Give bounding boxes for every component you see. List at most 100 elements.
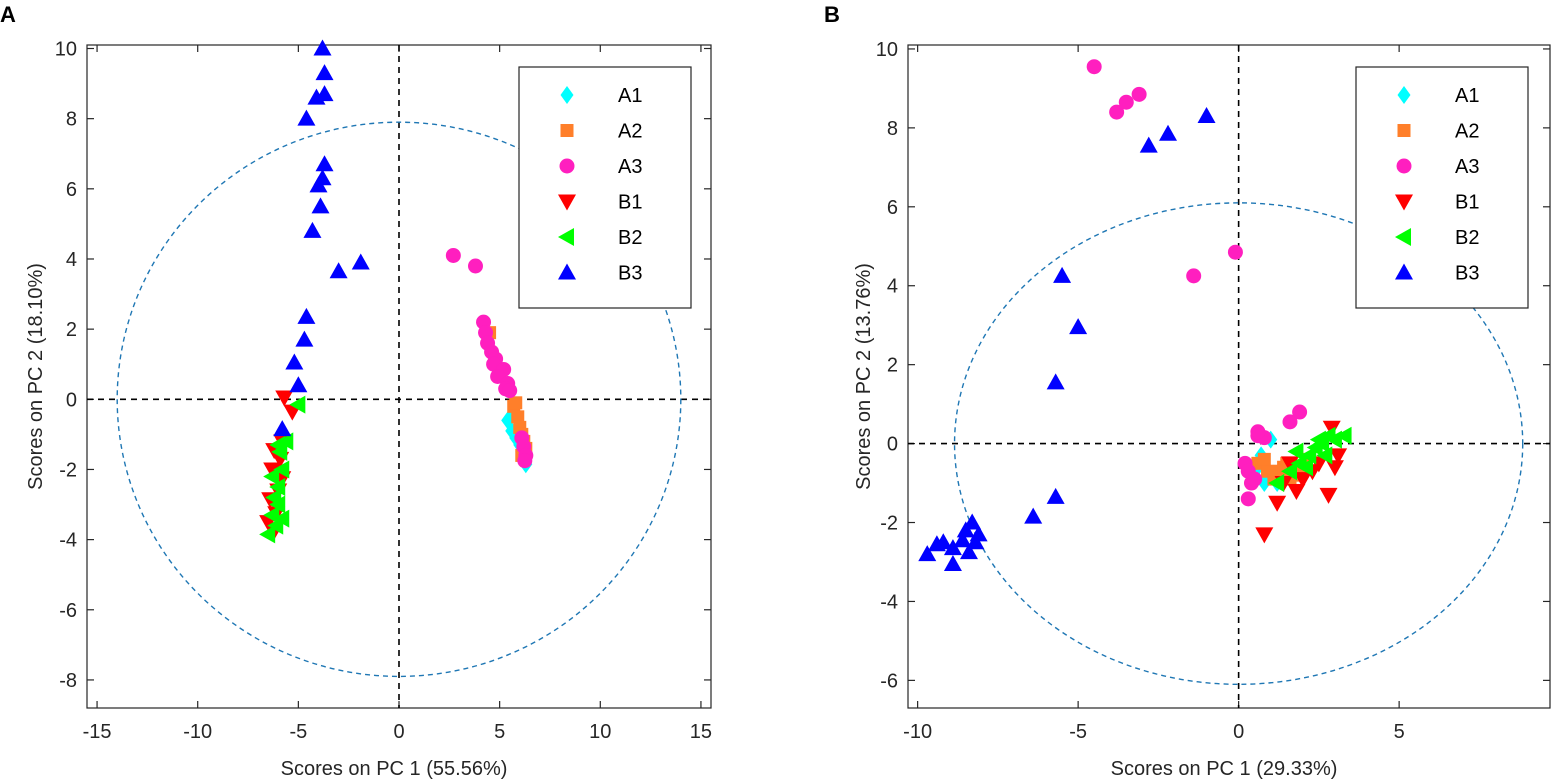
- panel-a-legend-marker-a1: [560, 86, 574, 104]
- panel-b-legend: A1 A2 A3 B1 B2 B3: [1355, 66, 1529, 309]
- panel-a-y-tick-label: -8: [59, 670, 77, 692]
- panel-b-point-b3: [918, 545, 937, 562]
- panel-a-point-b2: [273, 460, 290, 479]
- panel-a-point-b2: [277, 432, 294, 451]
- panel-b-legend-marker-b1: [1395, 194, 1413, 211]
- panel-a-point-b2: [263, 467, 280, 486]
- panel-b-point-b3: [959, 543, 978, 560]
- panel-a-point-b3: [315, 64, 334, 81]
- panel-a-y-tick-label: 10: [55, 39, 77, 61]
- panel-a-point-a3: [445, 247, 461, 263]
- panel-b-point-b3: [1197, 107, 1216, 124]
- panel-b-point-a2: [1257, 452, 1271, 466]
- panel-b-point-b1: [1325, 460, 1344, 477]
- panel-b-point-b1: [1319, 487, 1338, 504]
- panel-b-x-tick-label: 0: [1233, 721, 1244, 743]
- panel-a-x-tick-label: 5: [494, 721, 505, 743]
- panel-b-point-b3: [1139, 136, 1158, 153]
- panel-b-point-b2: [1316, 446, 1333, 465]
- panel-a-series-b3: [273, 39, 370, 437]
- panel-a-legend-label-a2: A2: [618, 121, 642, 143]
- panel-a-y-tick-label: 0: [66, 389, 77, 411]
- panel-a-y-tick-label: 2: [66, 319, 77, 341]
- panel-a-y-axis-label: Scores on PC 2 (18.10%): [25, 263, 47, 490]
- panel-b-x-axis-label: Scores on PC 1 (29.33%): [1111, 758, 1338, 780]
- panel-b-point-b1: [1329, 448, 1348, 465]
- panel-b-series-a3: [1086, 59, 1308, 507]
- panel-b-point-b3: [953, 531, 972, 548]
- panel-a-legend-marker-b2: [558, 228, 574, 246]
- panel-b-point-b3: [1053, 266, 1072, 283]
- panel-b-point-b1: [1280, 456, 1299, 473]
- panel-b-point-b3: [1159, 124, 1178, 141]
- panel-b-point-a3: [1247, 471, 1263, 487]
- panel-a-point-b3: [285, 353, 304, 370]
- panel-b-legend-marker-b2: [1395, 228, 1411, 246]
- panel-a-x-axis-label: Scores on PC 1 (55.56%): [281, 758, 508, 780]
- panel-a-point-b2: [289, 395, 306, 414]
- panel-b-point-b3: [943, 554, 962, 571]
- panel-b-point-a3: [1186, 268, 1202, 284]
- panel-b-legend-marker-b3: [1395, 263, 1413, 280]
- panel-a-point-b1: [275, 390, 294, 407]
- panel-b-y-axis-label: Scores on PC 2 (13.76%): [853, 263, 875, 490]
- panel-a-x-tick-label: -5: [289, 721, 307, 743]
- panel-b-point-b2: [1280, 462, 1297, 481]
- panel-b-point-a3: [1118, 94, 1134, 110]
- panel-a-point-a3: [502, 383, 518, 399]
- panel-b-series-b2: [1268, 426, 1352, 493]
- panel-b-point-b3: [943, 539, 962, 556]
- panel-a-series-a3: [445, 247, 534, 469]
- panel-b-point-b1: [1255, 527, 1274, 544]
- panel-b-legend-label-a3: A3: [1455, 156, 1479, 178]
- panel-a-legend-label-b3: B3: [618, 263, 642, 285]
- panel-a-point-b3: [307, 88, 326, 105]
- panel-b-point-a3: [1227, 244, 1243, 260]
- panel-b-legend-label-a1: A1: [1455, 85, 1479, 107]
- panel-b-legend-label-b2: B2: [1455, 227, 1479, 249]
- panel-a-point-b3: [297, 109, 316, 126]
- panel-b-legend-marker-a3: [1396, 158, 1412, 174]
- panel-a-point-b2: [269, 478, 286, 496]
- panel-a-point-a3: [517, 453, 533, 469]
- panel-b-point-a3: [1250, 424, 1266, 440]
- panel-a-legend-label-b1: B1: [618, 192, 642, 214]
- panel-b-legend-marker-a2: [1397, 124, 1411, 137]
- panel-a-legend-marker-b1: [558, 194, 576, 211]
- panel-b-legend-label-b3: B3: [1455, 263, 1479, 285]
- panel-b-x-tick-label: -5: [1069, 721, 1087, 743]
- panel-a-y-tick-label: -4: [59, 530, 77, 552]
- panel-a-point-b2: [271, 442, 288, 461]
- panel-label-a: A: [0, 2, 16, 27]
- panel-b-point-b1: [1268, 495, 1287, 512]
- panel-a-confidence-ellipse: [116, 121, 682, 678]
- panel-a-x-tick-label: -10: [183, 721, 212, 743]
- panel-b-point-b1: [1322, 420, 1341, 437]
- panel-b-y-tick-label: 2: [887, 355, 898, 377]
- panel-b-legend-marker-a1: [1397, 86, 1411, 104]
- panel-a-legend-label-a3: A3: [618, 156, 642, 178]
- panel-a-legend-box: [518, 66, 692, 309]
- panel-a-plot: -15 -10 -5 0 5 10 15 -8 -6 -4 -2 0 2 4 6 8 10 A1 A2 A3 B1 B2 B…: [25, 39, 712, 780]
- panel-b-point-b1: [1287, 483, 1306, 500]
- panel-a-x-tick-label: 0: [393, 721, 404, 743]
- panel-b-point-b3: [1046, 487, 1065, 504]
- panel-b-y-tick-label: 8: [887, 118, 898, 140]
- panel-b-point-b2: [1309, 430, 1326, 449]
- panel-b-point-b2: [1287, 442, 1304, 461]
- panel-a-legend-marker-a3: [559, 158, 575, 174]
- panel-b-plot: -10 -5 0 5 -6 -4 -2 0 2 4 6 8 10 A1 A2 A3 B1 B2 B3 Scores o…: [853, 39, 1551, 780]
- panel-b-point-a3: [1282, 414, 1298, 430]
- panel-a-legend-marker-b3: [558, 263, 576, 280]
- panel-b-point-a3: [1086, 59, 1102, 75]
- panel-b-point-a3: [1131, 86, 1147, 102]
- panel-b-x-tick-label: -10: [903, 721, 932, 743]
- panel-a-x-tick-label: 15: [690, 721, 712, 743]
- panel-a-y-tick-label: -2: [59, 459, 77, 481]
- panel-b-legend-label-a2: A2: [1455, 121, 1479, 143]
- panel-b-y-tick-label: -4: [880, 591, 898, 613]
- panel-b-legend-box: [1355, 66, 1529, 309]
- panel-a-point-b2: [259, 525, 276, 544]
- panel-a-point-b1: [263, 462, 282, 479]
